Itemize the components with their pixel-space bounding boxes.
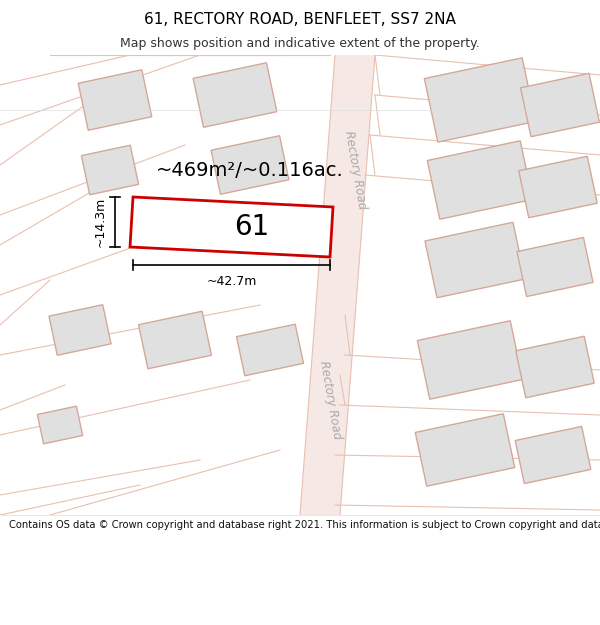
Bar xyxy=(78,70,152,130)
Bar xyxy=(427,141,533,219)
Bar xyxy=(415,414,515,486)
Text: Contains OS data © Crown copyright and database right 2021. This information is : Contains OS data © Crown copyright and d… xyxy=(9,520,600,530)
Text: ~469m²/~0.116ac.: ~469m²/~0.116ac. xyxy=(156,161,344,179)
Bar xyxy=(521,73,599,137)
Bar xyxy=(517,238,593,297)
Bar xyxy=(424,58,536,142)
Text: Rectory Road: Rectory Road xyxy=(341,130,368,210)
Bar xyxy=(516,336,594,398)
Text: 61: 61 xyxy=(234,213,269,241)
Text: ~42.7m: ~42.7m xyxy=(206,275,257,288)
Bar xyxy=(515,426,591,484)
Text: 61, RECTORY ROAD, BENFLEET, SS7 2NA: 61, RECTORY ROAD, BENFLEET, SS7 2NA xyxy=(144,12,456,27)
Bar xyxy=(82,145,139,195)
Bar xyxy=(236,324,304,376)
Bar xyxy=(49,305,111,355)
Bar xyxy=(193,62,277,127)
Text: Map shows position and indicative extent of the property.: Map shows position and indicative extent… xyxy=(120,38,480,51)
Bar xyxy=(425,222,525,298)
Bar xyxy=(37,406,83,444)
Bar xyxy=(139,311,211,369)
Bar xyxy=(418,321,523,399)
Polygon shape xyxy=(300,55,375,515)
Polygon shape xyxy=(130,197,333,257)
Bar xyxy=(211,136,289,194)
Text: Rectory Road: Rectory Road xyxy=(317,360,343,440)
Text: ~14.3m: ~14.3m xyxy=(94,197,107,247)
Bar xyxy=(519,156,597,218)
